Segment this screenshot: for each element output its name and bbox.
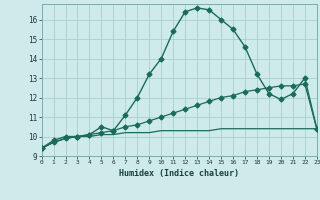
X-axis label: Humidex (Indice chaleur): Humidex (Indice chaleur) — [119, 169, 239, 178]
